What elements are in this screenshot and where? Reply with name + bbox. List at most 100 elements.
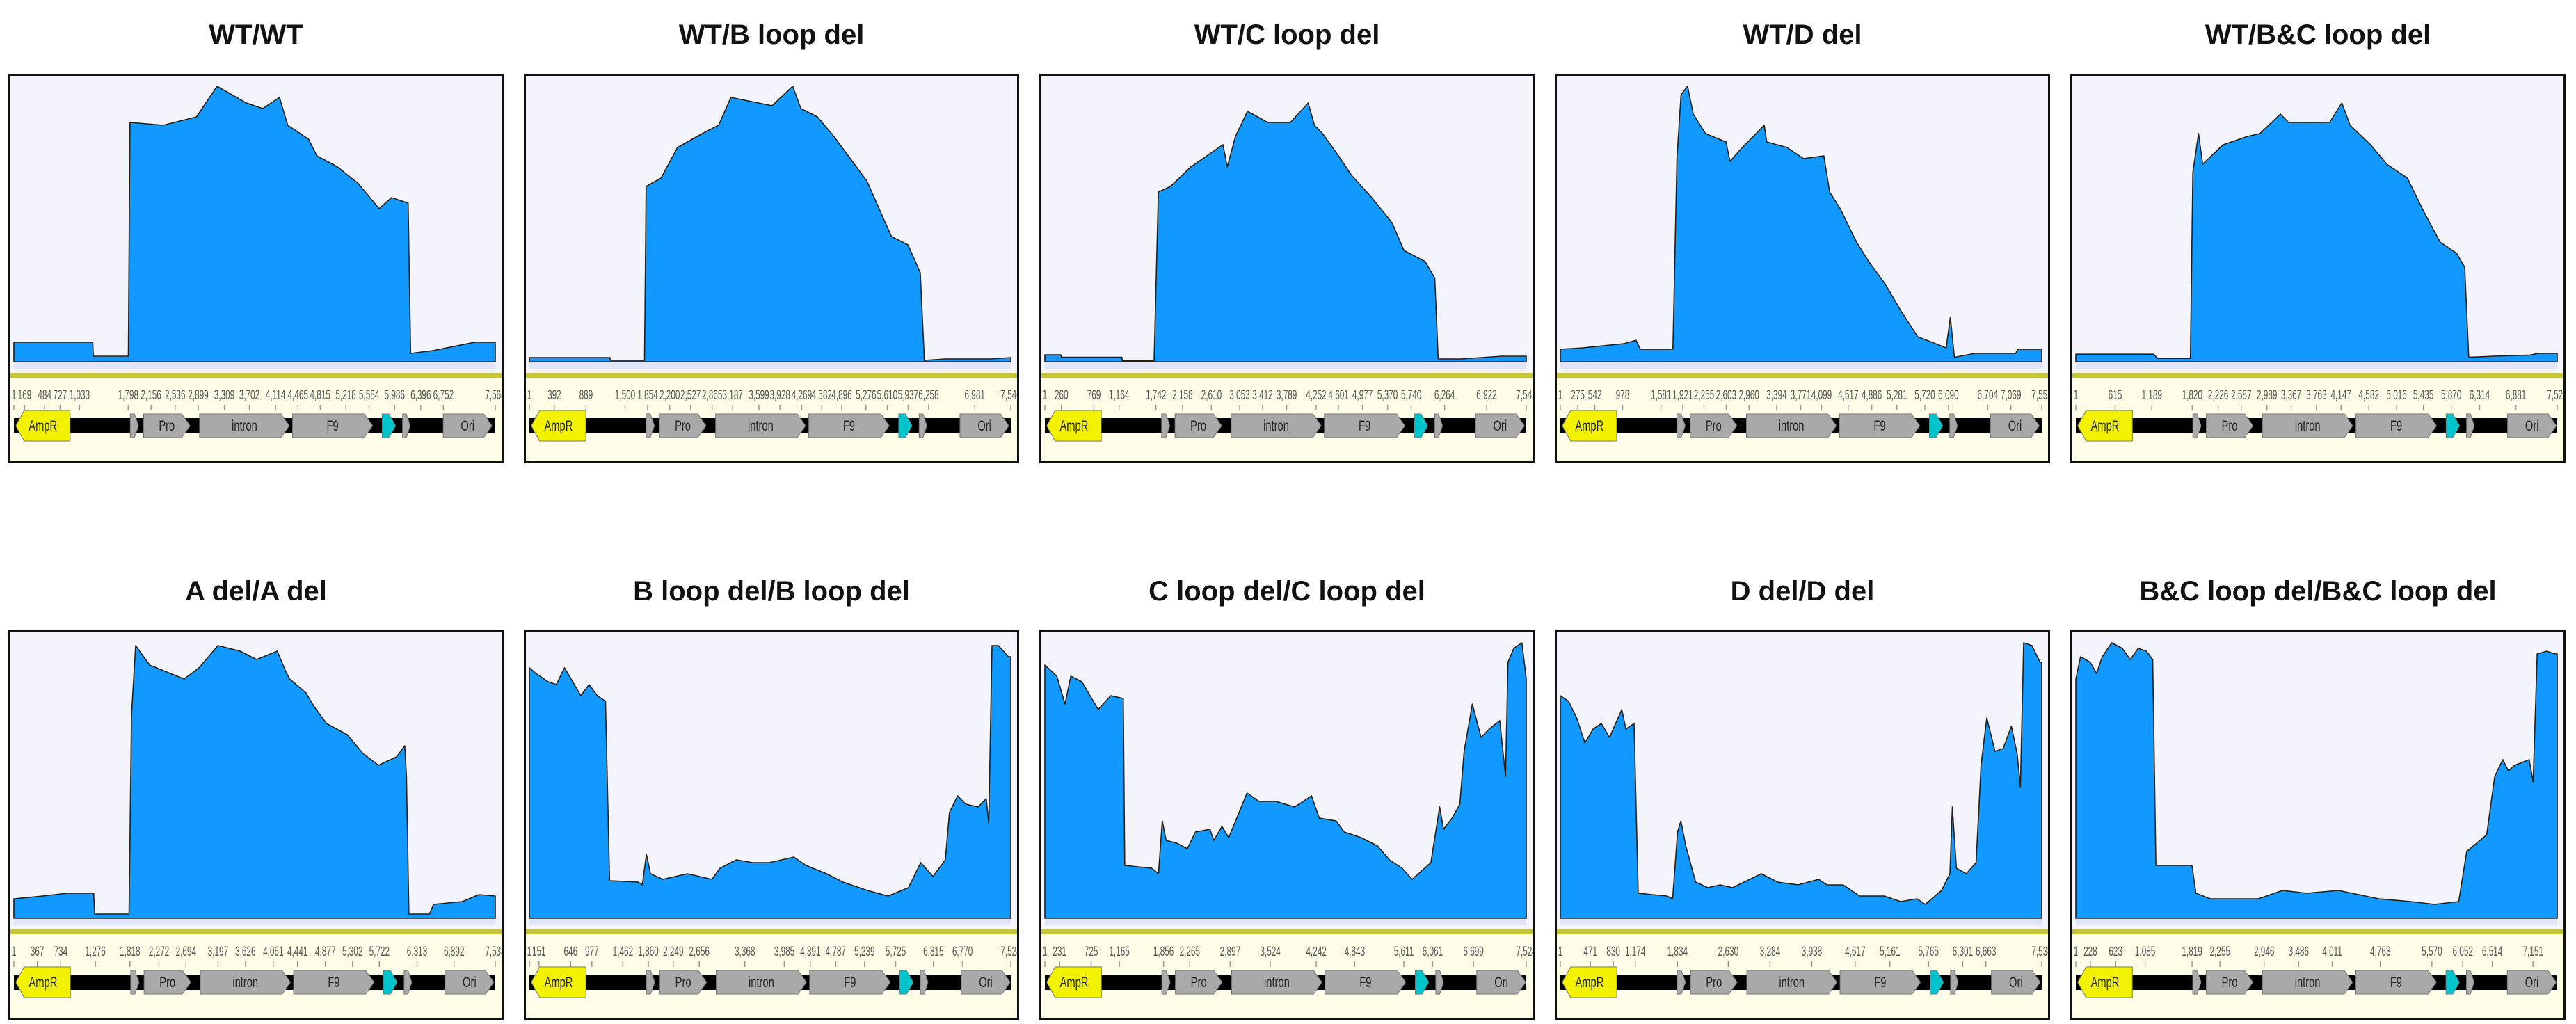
feature-ori-shape [1991, 970, 2041, 995]
x-tick-label: 3,938 [1802, 945, 1823, 959]
feature-ampr-shape [531, 966, 586, 998]
x-tick-label: 231 [1053, 945, 1066, 959]
x-tick-label: 2,226 [2208, 388, 2229, 402]
x-tick-label: 7,151 [2522, 945, 2543, 959]
feature-arrow-shape [129, 413, 139, 438]
x-tick-label: 1,820 [2182, 388, 2203, 402]
feature-arrow-shape [2192, 413, 2202, 438]
x-tick-label: 2,610 [1201, 388, 1222, 402]
feature-pro-shape [659, 413, 707, 438]
x-tick-label: 2,694 [176, 945, 197, 959]
feature-arrow-shape [383, 970, 398, 995]
x-tick-label: 646 [563, 945, 577, 959]
x-tick-label: 169 [18, 388, 32, 402]
feature-label: Ori [979, 974, 993, 990]
feature-label: Ori [1494, 417, 1507, 433]
feature-ampr-shape [15, 966, 71, 998]
coverage-area [13, 86, 496, 362]
feature-label: AmpR [1575, 974, 1603, 990]
x-tick-label: 260 [1055, 388, 1069, 402]
x-tick-label: 615 [2109, 388, 2122, 402]
feature-intron-shape [199, 413, 290, 438]
x-tick-label: 2,630 [1718, 945, 1739, 959]
x-tick-label: 5,611 [1394, 945, 1414, 959]
x-tick-label: 2,865 [702, 388, 723, 402]
feature-label: Ori [2525, 974, 2539, 990]
x-tick-label: 2,255 [1694, 388, 1715, 402]
coverage-chart: 1 392 889 1,500 1,854 2,200 2,527 2,865 3,187 3,5… [526, 76, 1017, 442]
x-tick-label: 5,161 [1880, 945, 1901, 959]
feature-label: F9 [1359, 974, 1371, 990]
x-tick-label: 3,309 [214, 388, 235, 402]
x-tick-label: 2,536 [165, 388, 186, 402]
x-tick-label: 2,200 [659, 388, 680, 402]
feature-label: AmpR [545, 974, 573, 990]
feature-f9-shape [292, 413, 374, 438]
x-tick-label: 3,985 [774, 945, 795, 959]
feature-intron-shape [1231, 970, 1322, 995]
x-tick-label: 4,601 [1328, 388, 1349, 402]
x-tick-label: 7,568 [485, 388, 502, 402]
track-divider [1557, 373, 2048, 378]
x-tick-label: 1,174 [1625, 945, 1646, 959]
feature-arrow-shape [2466, 970, 2475, 995]
coverage-chart: 1 367 734 1,276 1,818 2,272 2,694 3,197 3,626 4,0… [10, 632, 502, 998]
x-tick-label: 1,854 [637, 388, 658, 402]
x-tick-label: 5,239 [854, 945, 875, 959]
feature-pro-shape [2206, 413, 2254, 438]
feature-arrow-shape [1161, 970, 1171, 995]
x-tick-label: 6,052 [2452, 945, 2472, 959]
x-tick-label: 1 [527, 945, 532, 959]
x-tick-label: 2,899 [188, 388, 209, 402]
x-tick-label: 6,770 [952, 945, 973, 959]
x-tick-label: 1 [1043, 945, 1048, 959]
coverage-chart: 1 231 725 1,165 1,856 2,265 2,897 3,524 4,242 4,8… [1041, 632, 1533, 998]
x-tick-label: 4,517 [1838, 388, 1858, 402]
feature-intron-shape [1746, 413, 1837, 438]
baseline-band [1560, 362, 2042, 369]
x-tick-label: 3,486 [2289, 945, 2310, 959]
x-tick-label: 6,752 [433, 388, 454, 402]
x-tick-label: 6,396 [410, 388, 431, 402]
coverage-chart: 1 260 769 1,164 1,742 2,158 2,610 3,053 3,412 3,7… [1041, 76, 1533, 442]
x-tick-label: 2,656 [689, 945, 710, 959]
feature-f9-shape [293, 970, 375, 995]
x-tick-label: 3,789 [1277, 388, 1297, 402]
coverage-panel: 1 169 484 727 1,033 1,798 2,156 2,536 2,899 3,309… [8, 74, 504, 463]
x-tick-label: 6,514 [2482, 945, 2503, 959]
feature-pro-shape [143, 413, 191, 438]
x-tick-label: 4,977 [1352, 388, 1373, 402]
x-tick-label: 769 [1087, 388, 1101, 402]
feature-intron-shape [1231, 413, 1322, 438]
x-tick-label: 1,033 [70, 388, 90, 402]
feature-f9-shape [1324, 413, 1406, 438]
baseline-band [2076, 918, 2557, 925]
feature-f9-shape [1325, 970, 1407, 995]
feature-label: Ori [1494, 974, 1508, 990]
feature-arrow-shape [646, 413, 655, 438]
feature-label: intron [232, 974, 258, 990]
track-divider [1557, 929, 2048, 934]
x-tick-label: 4,886 [1862, 388, 1882, 402]
feature-arrow-shape [1415, 970, 1430, 995]
x-tick-label: 3,053 [1229, 388, 1250, 402]
feature-label: F9 [1359, 417, 1370, 433]
x-tick-label: 1 [527, 388, 532, 402]
feature-label: Pro [159, 417, 175, 433]
feature-ori-shape [442, 413, 493, 438]
panel-title: WT/B loop del [678, 19, 865, 50]
feature-label: Pro [2222, 974, 2238, 990]
feature-pro-shape [659, 970, 707, 995]
feature-label: F9 [2390, 974, 2402, 990]
x-tick-label: 7,524 [1516, 945, 1533, 959]
baseline-band [1045, 918, 1526, 925]
feature-label: AmpR [2091, 974, 2120, 990]
feature-label: Pro [1190, 417, 1206, 433]
coverage-area [1560, 642, 2042, 919]
feature-arrow-shape [1161, 413, 1171, 438]
feature-arrow-shape [403, 970, 413, 995]
feature-label: intron [232, 417, 257, 433]
x-tick-label: 6,315 [923, 945, 944, 959]
x-tick-label: 3,187 [722, 388, 742, 402]
track-divider [526, 929, 1017, 934]
